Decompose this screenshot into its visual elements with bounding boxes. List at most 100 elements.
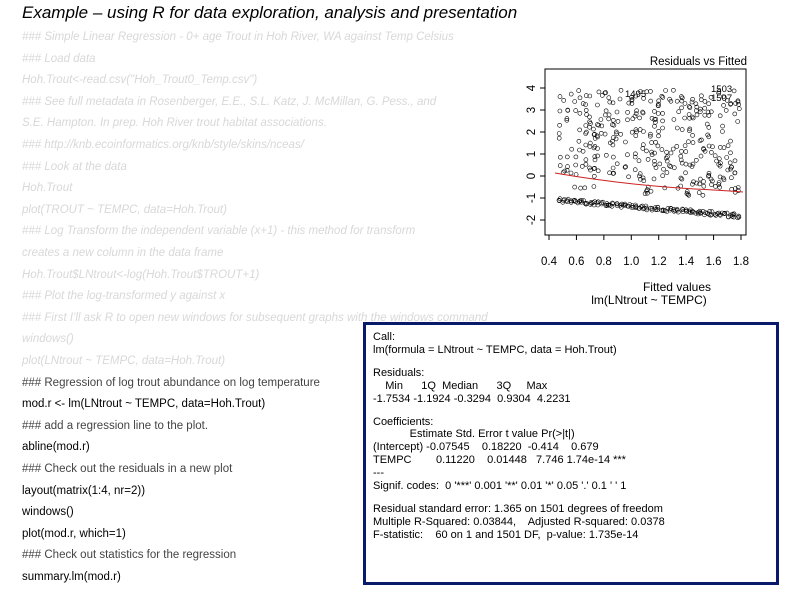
residual-point bbox=[610, 122, 615, 127]
residual-point bbox=[717, 156, 722, 161]
residual-point bbox=[584, 112, 589, 117]
summary-line bbox=[373, 406, 776, 416]
residual-point bbox=[613, 136, 619, 142]
residual-point bbox=[611, 135, 616, 140]
residual-point bbox=[716, 180, 722, 185]
code-line: S.E. Hampton. In prep. Hoh River trout h… bbox=[22, 117, 327, 130]
residual-point bbox=[709, 182, 714, 187]
residual-point bbox=[645, 157, 651, 162]
code-line: Hoh.Trout<-read.csv("Hoh_Trout0_Temp.csv… bbox=[22, 74, 258, 87]
x-axis: 0.4 0.6 0.8 1.0 1.2 1.4 1.6 1.8 bbox=[541, 235, 749, 268]
residual-point bbox=[668, 206, 674, 211]
residual-point bbox=[572, 197, 578, 203]
residual-point bbox=[587, 125, 592, 130]
y-tick-label: 3 bbox=[526, 107, 538, 113]
code-line: ### Check out statistics for the regress… bbox=[22, 549, 237, 562]
y-tick-label: -1 bbox=[526, 193, 538, 203]
code-line: ### add a regression line to the plot. bbox=[22, 419, 209, 432]
residual-point bbox=[653, 120, 658, 125]
residual-point bbox=[641, 178, 647, 183]
residual-point bbox=[729, 175, 734, 180]
residual-point bbox=[649, 152, 655, 157]
residual-point bbox=[587, 165, 592, 171]
residual-point bbox=[696, 190, 702, 195]
summary-line: Residual standard error: 1.365 on 1501 d… bbox=[373, 502, 663, 515]
residual-point bbox=[592, 174, 597, 179]
residual-point bbox=[557, 154, 563, 160]
residual-point bbox=[660, 111, 665, 116]
code-line: ### Load data bbox=[22, 52, 96, 65]
residual-point bbox=[655, 143, 661, 149]
code-line: layout(matrix(1:4, nr=2)) bbox=[22, 484, 146, 497]
residual-point bbox=[703, 210, 708, 215]
residual-point bbox=[717, 113, 723, 119]
y-tick-label: 2 bbox=[526, 129, 538, 135]
residual-point bbox=[572, 184, 577, 190]
residual-point bbox=[622, 165, 628, 170]
residual-point bbox=[614, 129, 619, 135]
residual-point bbox=[632, 167, 638, 172]
plot-frame bbox=[544, 68, 747, 236]
residual-point bbox=[670, 146, 676, 152]
residual-point bbox=[557, 123, 562, 128]
residual-point bbox=[583, 142, 589, 148]
residual-point bbox=[582, 185, 588, 191]
residual-point bbox=[633, 133, 639, 138]
residual-point bbox=[610, 100, 616, 106]
residual-point bbox=[615, 203, 620, 209]
residual-point bbox=[564, 154, 570, 160]
residual-point bbox=[690, 96, 695, 102]
residual-point bbox=[626, 174, 631, 180]
residual-point bbox=[645, 187, 650, 192]
code-line: ### Regression of log trout abundance on… bbox=[22, 376, 320, 389]
residual-point bbox=[656, 133, 661, 139]
residual-point bbox=[683, 170, 688, 176]
residual-point bbox=[660, 118, 665, 124]
residual-point bbox=[690, 115, 696, 121]
residual-point bbox=[693, 101, 699, 107]
residual-point bbox=[679, 105, 684, 111]
residual-point bbox=[716, 89, 722, 94]
x-tick-label: 0.8 bbox=[596, 256, 612, 268]
residual-point bbox=[580, 164, 585, 169]
residual-point bbox=[584, 129, 589, 135]
residual-point bbox=[689, 208, 695, 214]
residual-point bbox=[598, 117, 604, 122]
summary-line bbox=[373, 357, 776, 367]
residual-point bbox=[690, 140, 696, 145]
residual-point bbox=[592, 166, 597, 171]
residual-point bbox=[674, 206, 680, 212]
residual-point bbox=[591, 132, 597, 137]
residual-point bbox=[706, 143, 712, 149]
residual-point bbox=[662, 208, 668, 213]
residual-point bbox=[728, 101, 734, 106]
residual-point bbox=[714, 158, 719, 164]
residual-point bbox=[662, 185, 668, 191]
residual-point bbox=[652, 124, 657, 129]
residual-point bbox=[583, 162, 589, 167]
code-line: windows() bbox=[22, 506, 74, 519]
residual-point bbox=[735, 185, 741, 190]
residual-point bbox=[682, 101, 688, 106]
residual-point bbox=[683, 149, 689, 154]
residual-point bbox=[637, 171, 643, 176]
residual-point bbox=[588, 140, 593, 146]
summary-line: Residuals: bbox=[373, 366, 425, 379]
residual-point bbox=[587, 144, 593, 149]
residual-point bbox=[603, 90, 608, 95]
residual-point bbox=[556, 131, 562, 136]
residual-point bbox=[676, 109, 681, 115]
residual-point bbox=[694, 104, 700, 110]
residual-point bbox=[686, 112, 692, 117]
residual-point bbox=[614, 109, 620, 115]
summary-line: lm(formula = LNtrout ~ TEMPC, data = Hoh… bbox=[373, 343, 617, 356]
residual-point bbox=[683, 161, 689, 167]
residual-point bbox=[634, 108, 639, 114]
outlier-label-1495: 1495 bbox=[625, 89, 646, 100]
residual-point bbox=[698, 153, 704, 159]
summary-line bbox=[373, 493, 776, 503]
residual-point bbox=[686, 193, 692, 198]
residual-point bbox=[684, 189, 690, 194]
residual-point bbox=[655, 205, 661, 210]
residual-point bbox=[619, 201, 625, 207]
